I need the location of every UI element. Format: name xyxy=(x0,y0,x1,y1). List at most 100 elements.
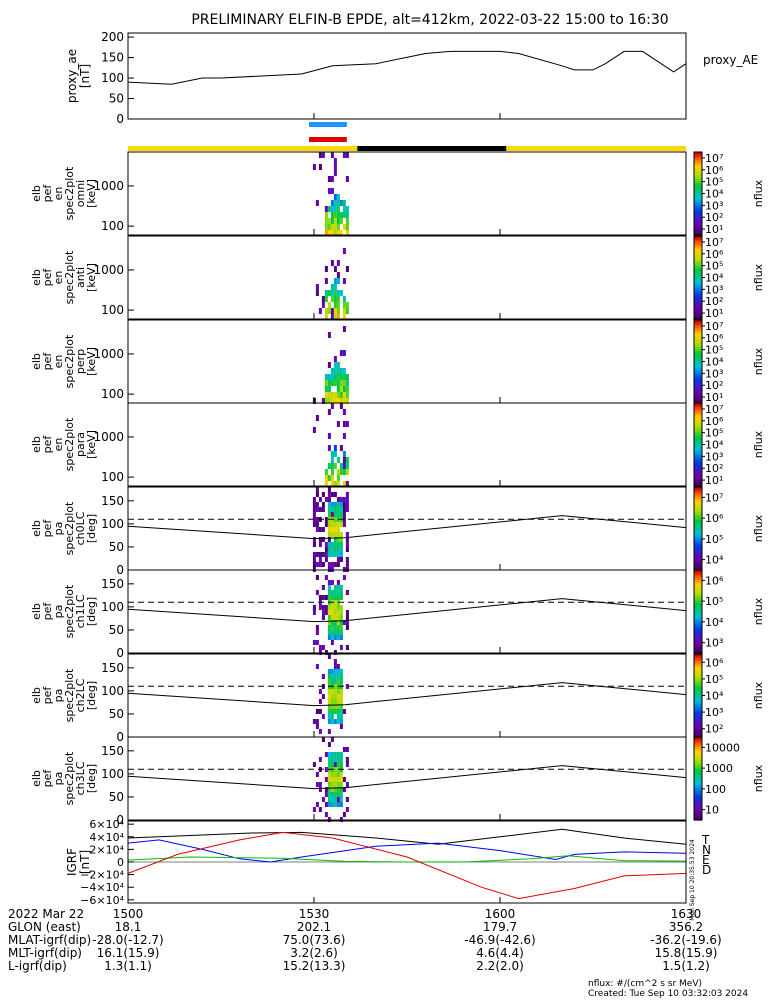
colorbar-segment xyxy=(694,770,702,773)
spectrogram-cell xyxy=(339,368,343,374)
panel-frame xyxy=(127,736,687,821)
spectrogram-cell xyxy=(330,752,334,757)
spectrogram-cell xyxy=(324,542,328,547)
colorbar-segment xyxy=(694,340,702,344)
spectrogram-cell xyxy=(336,206,340,212)
spectrogram-cell xyxy=(333,398,337,404)
colorbar-segment xyxy=(694,442,702,446)
spectrogram-cell xyxy=(324,475,328,481)
colorbar-tick-label: 10⁶ xyxy=(705,248,724,261)
spectrogram-cell xyxy=(333,797,337,802)
spectrogram-cell xyxy=(342,248,346,254)
spectrogram-cell xyxy=(339,620,343,625)
spectrogram-cell xyxy=(330,457,334,463)
panel-ytick-label: 50 xyxy=(109,707,124,721)
ae-ytick-label: 100 xyxy=(101,71,124,85)
colorbar-segment xyxy=(694,559,702,563)
igrf-series-d xyxy=(127,831,687,900)
panel-ylabel: elb xyxy=(30,603,43,620)
spectrogram-cell xyxy=(333,595,337,600)
spectrogram-cell xyxy=(321,610,325,615)
spectrogram-cell xyxy=(333,266,337,272)
spectrogram-cell xyxy=(336,224,340,230)
colorbar-segment xyxy=(694,630,702,633)
colorbar-segment xyxy=(694,322,702,325)
colorbar-segment xyxy=(694,683,702,686)
panel-ylabel: perp xyxy=(74,349,87,374)
panel-ylabel: para xyxy=(74,432,87,457)
spectrogram-cell xyxy=(327,445,331,451)
spectrogram-cell xyxy=(324,802,328,807)
spectrogram-cell xyxy=(333,218,337,224)
spectrogram-cell xyxy=(315,640,319,645)
spectrogram-cell xyxy=(336,625,340,630)
spectrogram-cell xyxy=(342,200,346,206)
colorbar-segment xyxy=(694,732,702,736)
panel-ylabel: [keV] xyxy=(85,179,98,208)
spectrogram-cell xyxy=(315,492,319,497)
panel-ylabel: [keV] xyxy=(85,347,98,376)
spectrogram-cell xyxy=(327,463,331,469)
spectrogram-cell xyxy=(324,296,328,302)
spectrogram-cell xyxy=(336,547,340,552)
spectrogram-cell xyxy=(333,284,337,290)
spectrogram-cell xyxy=(324,812,328,817)
spectrogram-cell xyxy=(336,792,340,797)
spectrogram-cell xyxy=(333,296,337,302)
spectrogram-cell xyxy=(345,224,349,230)
panel-ytick-label: 50 xyxy=(109,623,124,637)
panel-frame xyxy=(127,235,687,320)
panel-ytick-label: 1000 xyxy=(93,430,124,444)
colorbar-segment xyxy=(694,324,702,327)
time-axis-value: 202.1 xyxy=(297,920,331,934)
spectrogram-cell xyxy=(336,580,340,585)
spectrogram-cell xyxy=(327,714,331,719)
loss-cone-solid-line xyxy=(127,682,687,707)
igrf-ytick-label: 0 xyxy=(117,856,124,869)
colorbar-segment xyxy=(694,279,702,283)
time-axis-value: 356.2 xyxy=(669,920,703,934)
panel-ylabel: ch1LC xyxy=(74,594,87,628)
colorbar-segment xyxy=(694,793,702,796)
spectrogram-cell xyxy=(339,719,343,724)
spectrogram-cell xyxy=(330,463,334,469)
spectrogram-cell xyxy=(342,517,346,522)
spectrogram-cell xyxy=(327,409,331,415)
colorbar-segment xyxy=(694,271,702,274)
spectrogram-cell xyxy=(336,260,340,266)
spectrogram-cell xyxy=(318,605,322,610)
colorbar-segment xyxy=(694,357,702,361)
colorbar-segment xyxy=(694,250,702,254)
spectrogram-cell xyxy=(333,517,337,522)
colorbar-segment xyxy=(694,594,702,598)
spectrogram-cell xyxy=(327,782,331,787)
spectrogram-cell xyxy=(324,374,328,380)
spectrogram-cell xyxy=(330,674,334,679)
panel-frame xyxy=(127,151,687,236)
spectrogram-cell xyxy=(333,532,337,537)
spectrogram-cell xyxy=(330,481,334,487)
spectrogram-cell xyxy=(345,380,349,386)
spectrogram-cell xyxy=(315,527,319,532)
spectrogram-cell xyxy=(345,392,349,398)
spectrogram-cell xyxy=(324,481,328,487)
spectrogram-cell xyxy=(333,445,337,451)
spectrogram-cell xyxy=(327,615,331,620)
panel-ytick-label: 100 xyxy=(101,303,124,317)
spectrogram-cell xyxy=(333,605,337,610)
spectrogram-cell xyxy=(318,709,322,714)
spectrogram-cell xyxy=(336,457,340,463)
spectrogram-cell xyxy=(327,176,331,182)
spectrogram-cell xyxy=(339,615,343,620)
colorbar-segment xyxy=(694,380,702,383)
colorbar-segment xyxy=(694,724,702,728)
colorbar-segment xyxy=(694,734,702,738)
spectrogram-cell xyxy=(330,694,334,699)
colorbar-segment xyxy=(694,208,702,211)
colorbar-segment xyxy=(694,334,702,338)
spectrogram-cell xyxy=(339,403,343,409)
spectrogram-cell xyxy=(339,630,343,635)
spectrogram-cell xyxy=(339,507,343,512)
time-axis-value: 18.1 xyxy=(115,920,142,934)
spectrogram-cell xyxy=(330,782,334,787)
